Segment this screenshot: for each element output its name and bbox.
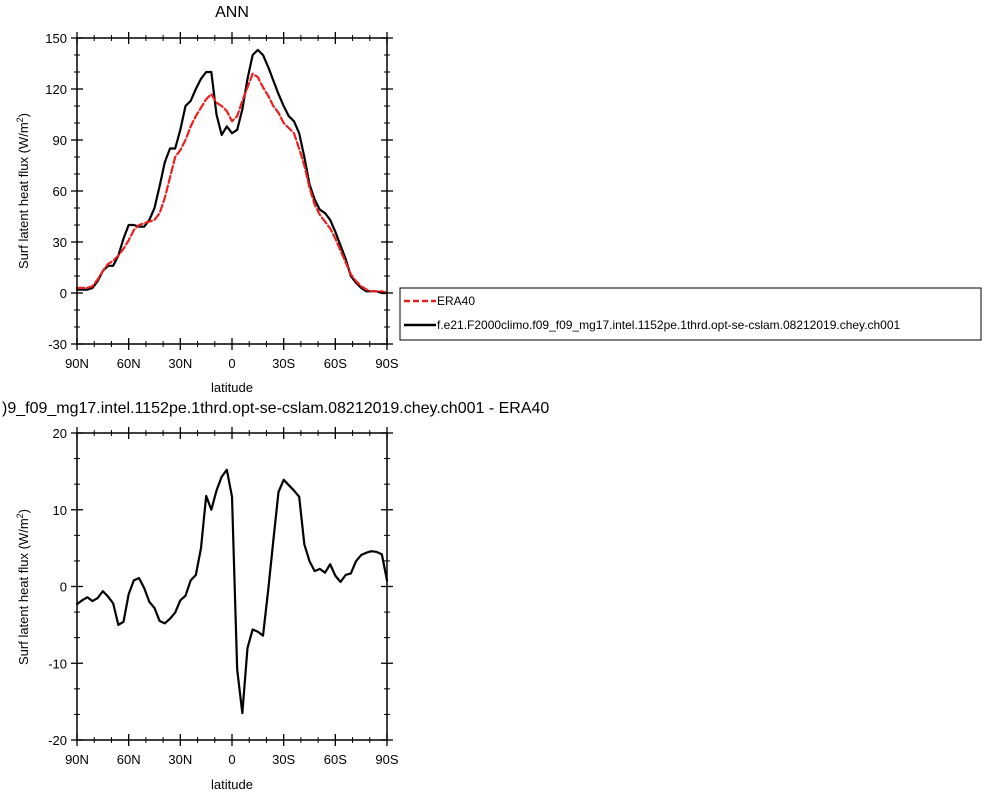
top-plot-frame	[76, 37, 388, 345]
bottom-plot-area	[75, 468, 389, 715]
top-x-axis-label: latitude	[211, 380, 253, 395]
top-y-tick-label: 0	[60, 286, 67, 301]
legend-box	[399, 287, 982, 341]
top-y-axis: 150 120 90 60 30 0 -30	[45, 31, 393, 352]
bottom-x-axis-label: latitude	[211, 777, 253, 792]
top-x-tick-label: 30N	[168, 356, 192, 371]
top-y-tick-label: -30	[48, 337, 67, 352]
bottom-x-tick-label: 60N	[117, 752, 141, 767]
bottom-y-tick-label: 0	[60, 580, 67, 595]
bottom-x-tick-label: 30N	[168, 752, 192, 767]
bottom-y-tick-label: 20	[53, 426, 67, 441]
bottom-y-axis-label-close: )	[16, 509, 31, 513]
bottom-y-axis-label: Surf latent heat flux (W/m2)	[15, 509, 31, 665]
top-x-tick-label: 90N	[65, 356, 89, 371]
bottom-chart-title: )9_f09_mg17.intel.1152pe.1thrd.opt-se-cs…	[2, 400, 549, 417]
bottom-plot-frame	[76, 432, 388, 741]
bottom-y-axis-label-sup: 2	[15, 513, 25, 518]
top-x-tick-label: 60S	[324, 356, 347, 371]
top-series-line-0	[75, 72, 389, 295]
top-plot-area	[75, 48, 389, 295]
bottom-x-tick-label: 0	[228, 752, 235, 767]
top-y-axis-label-close: )	[16, 113, 31, 117]
bottom-x-axis: 90N 60N 30N 0 30S 60S 90S	[65, 427, 399, 767]
bottom-x-tick-label: 60S	[324, 752, 347, 767]
bottom-y-axis: 20 10 0 -10 -20	[48, 426, 393, 748]
top-x-tick-label: 30S	[272, 356, 295, 371]
top-x-tick-label: 90S	[375, 356, 398, 371]
top-x-tick-label: 0	[228, 356, 235, 371]
top-x-axis: 90N 60N 30N 0 30S 60S 90S	[65, 32, 399, 371]
top-series-line-1	[75, 48, 389, 295]
bottom-x-tick-label: 90S	[375, 752, 398, 767]
legend-label-era40: ERA40	[437, 294, 475, 308]
top-y-tick-label: 30	[53, 235, 67, 250]
legend: ERA40 f.e21.F2000climo.f09_f09_mg17.inte…	[399, 287, 982, 341]
top-y-tick-label: 60	[53, 184, 67, 199]
top-chart: ANN 150 120 90 60 30 0 -30 90N 60N 30N 0 30S 60S 90S…	[15, 4, 399, 395]
top-x-tick-label: 60N	[117, 356, 141, 371]
bottom-x-tick-label: 30S	[272, 752, 295, 767]
top-y-tick-label: 150	[45, 31, 67, 46]
bottom-y-tick-label: 10	[53, 503, 67, 518]
top-y-axis-label: Surf latent heat flux (W/m2)	[15, 113, 31, 269]
bottom-x-tick-label: 90N	[65, 752, 89, 767]
top-chart-title: ANN	[215, 4, 249, 21]
top-y-tick-label: 120	[45, 82, 67, 97]
bottom-chart: )9_f09_mg17.intel.1152pe.1thrd.opt-se-cs…	[2, 400, 549, 792]
top-y-tick-label: 90	[53, 133, 67, 148]
bottom-series-line-0	[75, 468, 389, 715]
bottom-y-tick-label: -10	[48, 656, 67, 671]
top-y-axis-label-text: Surf latent heat flux (W/m	[16, 122, 31, 269]
bottom-y-axis-label-text: Surf latent heat flux (W/m	[16, 518, 31, 665]
bottom-y-tick-label: -20	[48, 733, 67, 748]
legend-label-model: f.e21.F2000climo.f09_f09_mg17.intel.1152…	[437, 318, 901, 332]
top-y-axis-label-sup: 2	[15, 117, 25, 122]
